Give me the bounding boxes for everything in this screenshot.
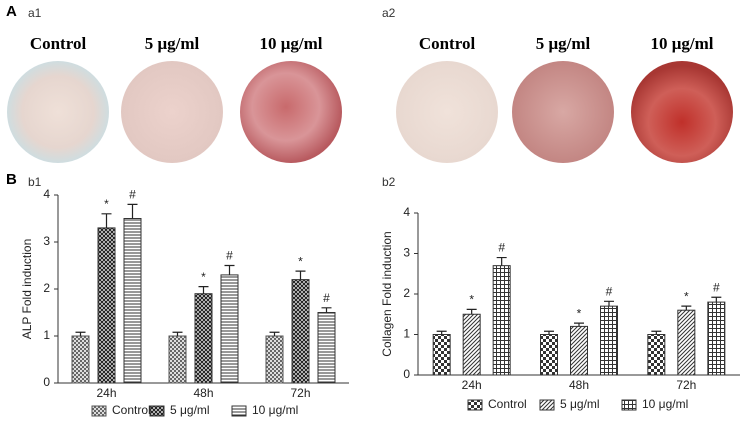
- bar: [647, 334, 666, 376]
- significance-mark: *: [684, 289, 689, 303]
- bar: [570, 325, 588, 376]
- significance-mark: #: [713, 280, 720, 294]
- error-bar: [101, 213, 112, 228]
- y-tick-label: 2: [403, 286, 410, 300]
- error-bar: [224, 264, 235, 275]
- panel-label: A: [6, 3, 17, 20]
- y-tick-label: 1: [43, 328, 50, 342]
- subpanel-label: a1: [28, 6, 42, 20]
- legend-swatch: [91, 405, 107, 417]
- stain-image: [512, 61, 614, 163]
- subpanel-label: b1: [28, 175, 42, 189]
- y-tick-label: 4: [43, 187, 50, 201]
- panel-label: B: [6, 171, 17, 188]
- error-bar: [295, 270, 306, 280]
- legend-swatch: [621, 399, 637, 411]
- x-tick-label: 24h: [462, 378, 482, 392]
- stain-image: [240, 61, 342, 163]
- legend-label: 5 μg/ml: [560, 397, 600, 411]
- error-bar: [466, 308, 477, 315]
- legend-swatch: [231, 405, 247, 417]
- error-bar: [321, 307, 332, 313]
- y-axis-title: ALP Fold induction: [20, 239, 34, 340]
- column-label: Control: [30, 34, 87, 53]
- column-label: 5 μg/ml: [536, 34, 591, 53]
- subpanel-label: b2: [382, 175, 396, 189]
- significance-mark: *: [104, 197, 109, 211]
- significance-mark: #: [498, 241, 505, 255]
- stain-image: [7, 61, 109, 163]
- y-tick-label: 0: [403, 367, 410, 381]
- bar: [600, 305, 618, 376]
- error-bar: [681, 305, 692, 311]
- column-label: 10 μg/ml: [651, 34, 714, 53]
- y-tick-label: 3: [43, 234, 50, 248]
- bar: [317, 312, 336, 384]
- y-tick-label: 3: [403, 246, 410, 260]
- x-tick-label: 72h: [290, 386, 310, 400]
- significance-mark: #: [129, 188, 136, 202]
- bar: [540, 334, 558, 376]
- legend-swatch: [539, 399, 555, 411]
- bar: [707, 301, 726, 376]
- column-label: Control: [419, 34, 476, 53]
- x-tick-label: 72h: [676, 378, 696, 392]
- error-bar: [544, 330, 554, 335]
- error-bar: [127, 203, 138, 219]
- error-bar: [198, 286, 209, 294]
- significance-mark: #: [226, 249, 233, 263]
- error-bar: [172, 331, 183, 336]
- y-axis-title: Collagen Fold induction: [380, 231, 394, 356]
- legend-swatch: [467, 399, 483, 411]
- significance-mark: #: [323, 291, 330, 305]
- significance-mark: *: [469, 293, 474, 307]
- column-label: 5 μg/ml: [145, 34, 200, 53]
- legend-label: 5 μg/ml: [170, 403, 210, 417]
- legend-label: Control: [112, 403, 151, 417]
- bar: [462, 313, 481, 376]
- error-bar: [436, 330, 447, 335]
- x-tick-label: 48h: [193, 386, 213, 400]
- significance-mark: *: [201, 270, 206, 284]
- error-bar: [269, 331, 280, 336]
- error-bar: [711, 296, 722, 303]
- significance-mark: #: [606, 284, 613, 298]
- bar: [492, 265, 511, 376]
- y-tick-label: 4: [403, 205, 410, 219]
- error-bar: [574, 322, 584, 327]
- bar: [677, 309, 696, 376]
- y-tick-label: 0: [43, 375, 50, 389]
- x-tick-label: 24h: [96, 386, 116, 400]
- bar: [194, 293, 213, 384]
- bar: [220, 274, 239, 384]
- stain-image: [396, 61, 498, 163]
- bar: [123, 218, 142, 384]
- stain-image: [121, 61, 223, 163]
- significance-mark: *: [577, 306, 582, 320]
- y-tick-label: 1: [403, 327, 410, 341]
- bar: [432, 334, 451, 376]
- error-bar: [651, 330, 662, 335]
- x-tick-label: 48h: [569, 378, 589, 392]
- significance-mark: *: [298, 254, 303, 268]
- column-label: 10 μg/ml: [260, 34, 323, 53]
- bar: [168, 335, 187, 384]
- bar: [291, 279, 310, 384]
- subpanel-label: a2: [382, 6, 396, 20]
- stain-image: [631, 61, 733, 163]
- error-bar: [496, 256, 507, 266]
- legend-label: 10 μg/ml: [252, 403, 298, 417]
- bar: [71, 335, 90, 384]
- error-bar: [75, 331, 86, 336]
- legend-swatch: [149, 405, 165, 417]
- legend-label: Control: [488, 397, 527, 411]
- bar: [97, 227, 116, 384]
- error-bar: [604, 300, 614, 307]
- y-tick-label: 2: [43, 281, 50, 295]
- bar: [265, 335, 284, 384]
- legend-label: 10 μg/ml: [642, 397, 688, 411]
